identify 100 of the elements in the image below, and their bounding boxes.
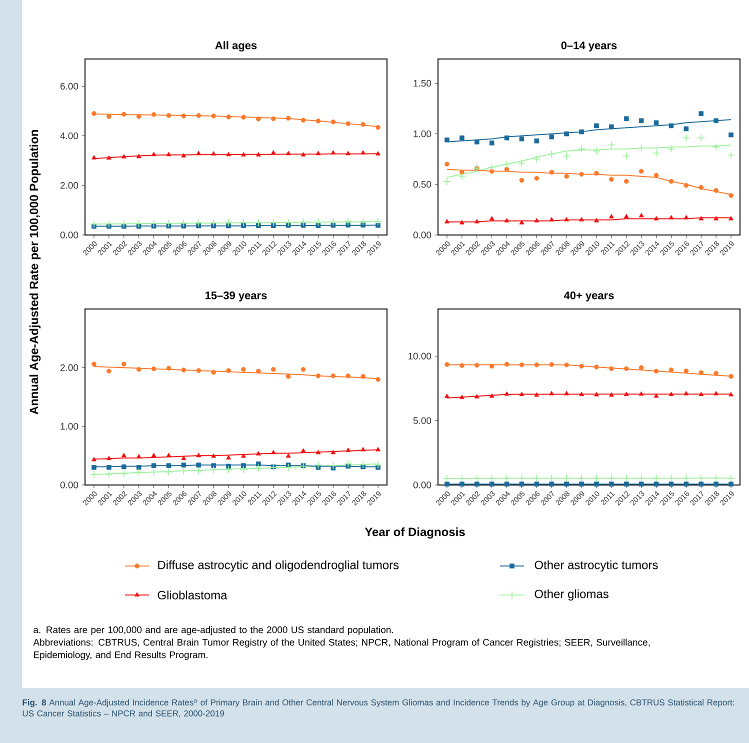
point	[329, 218, 338, 226]
point	[166, 113, 172, 118]
point	[226, 368, 231, 373]
point	[579, 217, 584, 222]
point	[151, 463, 156, 468]
point	[712, 143, 720, 151]
point	[532, 155, 541, 164]
point	[638, 391, 644, 396]
point	[624, 392, 629, 396]
point	[609, 482, 614, 486]
point	[579, 482, 584, 486]
point	[346, 448, 351, 452]
point	[594, 218, 599, 222]
point	[654, 393, 659, 398]
point	[534, 176, 540, 181]
point	[488, 163, 496, 172]
point	[181, 153, 186, 158]
point	[714, 390, 719, 396]
point	[210, 218, 218, 227]
point	[106, 456, 112, 460]
legend-label: Glioblastoma	[158, 590, 228, 600]
point	[637, 474, 646, 482]
point	[728, 374, 734, 379]
point	[211, 453, 216, 458]
point	[360, 122, 366, 127]
point	[360, 446, 366, 452]
point	[698, 370, 704, 376]
point	[121, 154, 126, 158]
point	[489, 393, 494, 398]
point	[270, 150, 276, 154]
point	[698, 111, 704, 116]
point	[698, 392, 704, 396]
point	[92, 456, 96, 462]
point	[534, 392, 540, 397]
point	[211, 463, 216, 468]
y-tick-label: 4.00	[60, 132, 78, 140]
point	[579, 129, 584, 134]
point	[668, 482, 674, 486]
point	[256, 461, 261, 466]
point	[564, 131, 569, 136]
point	[532, 474, 541, 482]
point	[346, 222, 351, 228]
y-tick-label: 1.00	[60, 422, 78, 430]
point	[489, 364, 494, 369]
point	[444, 162, 450, 167]
point	[504, 482, 510, 486]
point	[460, 135, 464, 140]
point	[609, 366, 614, 372]
point	[269, 218, 278, 226]
point	[256, 152, 261, 156]
point	[714, 482, 718, 486]
chart-title: All ages	[215, 41, 257, 52]
point	[489, 482, 494, 486]
point	[504, 218, 510, 222]
x-axis-title: Year of Diagnosis	[364, 527, 465, 539]
point	[121, 464, 126, 470]
point	[194, 466, 203, 475]
point	[548, 150, 556, 158]
point	[474, 362, 480, 368]
point	[474, 140, 480, 144]
point	[608, 214, 614, 218]
legend-label: Other astrocytic tumors	[534, 560, 658, 572]
point	[90, 220, 98, 228]
point	[166, 366, 172, 371]
point	[444, 138, 450, 142]
point	[120, 470, 128, 478]
point	[579, 364, 584, 369]
point	[488, 474, 496, 482]
point	[134, 468, 143, 476]
point	[256, 116, 261, 122]
point	[727, 151, 735, 160]
point	[151, 452, 156, 458]
point	[90, 470, 98, 478]
point	[684, 390, 689, 396]
point	[151, 366, 156, 372]
point	[474, 219, 480, 224]
point	[181, 114, 186, 118]
y-tick-label: 2.00	[60, 364, 78, 372]
point	[622, 152, 630, 160]
point	[472, 474, 481, 482]
point	[330, 150, 336, 154]
point	[518, 159, 526, 168]
point	[92, 362, 96, 367]
point	[594, 170, 599, 176]
point	[518, 474, 526, 482]
point	[151, 224, 156, 228]
y-tick-label: 5.00	[413, 417, 432, 424]
point	[654, 216, 659, 220]
point	[564, 482, 569, 486]
point	[240, 466, 248, 474]
point	[594, 482, 599, 486]
point	[534, 482, 540, 486]
point	[474, 482, 480, 486]
point	[609, 124, 614, 130]
point	[668, 392, 674, 396]
point	[519, 136, 524, 142]
y-axis-title: Annual Age-Adjusted Rate per 100,000 Population	[29, 130, 41, 414]
point	[698, 482, 704, 486]
point	[519, 220, 524, 224]
point	[564, 390, 570, 396]
